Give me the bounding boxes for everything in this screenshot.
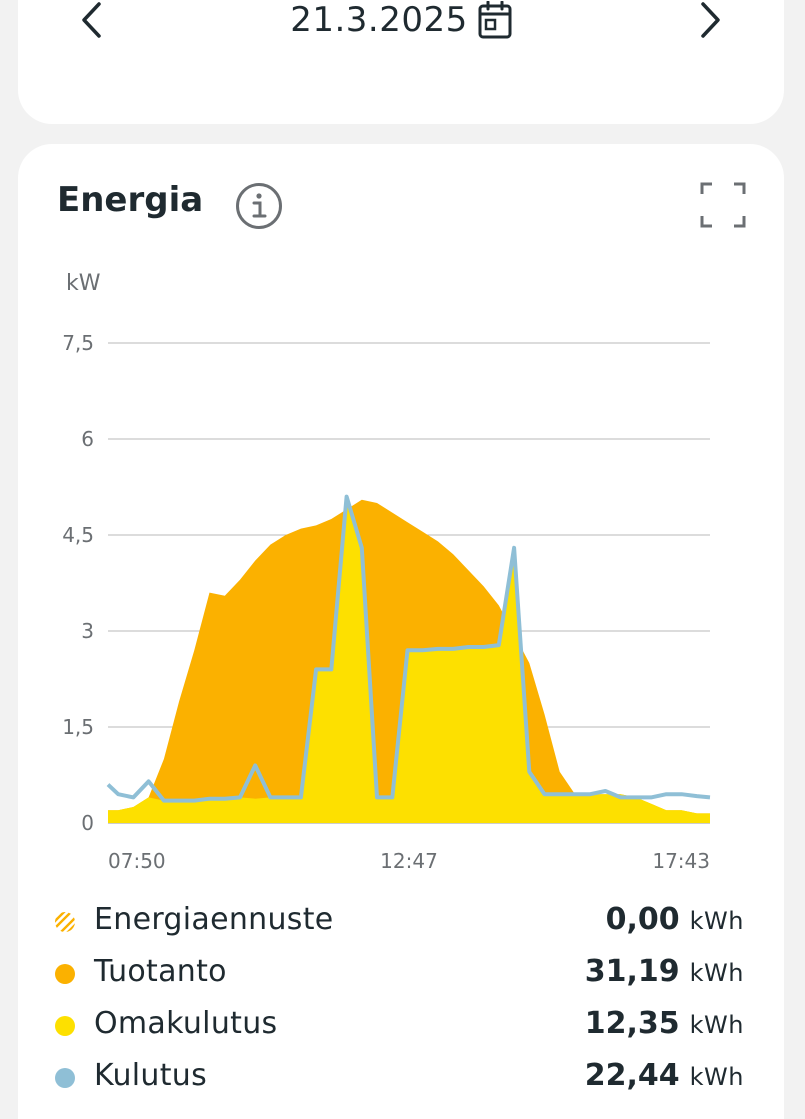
axis-ticks: 7,5 6 4,5 3 1,5 0 07:50 12:47 17:43 bbox=[62, 331, 710, 873]
legend-value-unit: kWh bbox=[689, 1063, 744, 1091]
legend-value-unit: kWh bbox=[689, 1011, 744, 1039]
calendar-icon[interactable] bbox=[478, 1, 512, 39]
legend-value-unit: kWh bbox=[689, 959, 744, 987]
chart-areas bbox=[108, 496, 710, 823]
legend-item: Energiaennuste 0,00 kWh bbox=[18, 902, 784, 942]
y-tick-label: 7,5 bbox=[62, 331, 94, 355]
previous-day-button[interactable] bbox=[70, 0, 114, 42]
card-title: Energia bbox=[57, 180, 204, 220]
kulutus-line bbox=[106, 494, 711, 803]
omakulutus-area bbox=[108, 496, 710, 823]
legend-value-number: 12,35 bbox=[584, 1006, 680, 1041]
color-dot-icon bbox=[54, 1067, 76, 1089]
color-dot-icon bbox=[54, 1015, 76, 1037]
x-tick-label: 12:47 bbox=[380, 849, 438, 873]
y-tick-label: 4,5 bbox=[62, 523, 94, 547]
next-day-button[interactable] bbox=[688, 0, 732, 42]
legend-item: Kulutus 22,44 kWh bbox=[18, 1058, 784, 1098]
x-tick-label: 17:43 bbox=[652, 849, 710, 873]
legend-value: 0,00 kWh bbox=[606, 902, 744, 937]
date-text: 21.3.2025 bbox=[290, 0, 468, 40]
date-display[interactable]: 21.3.2025 bbox=[18, 0, 784, 40]
y-tick-label: 3 bbox=[81, 619, 94, 643]
legend-value-number: 0,00 bbox=[605, 902, 680, 937]
legend-label: Energiaennuste bbox=[94, 902, 334, 937]
legend-value-unit: kWh bbox=[689, 907, 744, 935]
legend-item: Tuotanto 31,19 kWh bbox=[18, 954, 784, 994]
fullscreen-icon[interactable] bbox=[700, 182, 746, 228]
legend-value-number: 31,19 bbox=[584, 954, 680, 989]
legend-value: 22,44 kWh bbox=[585, 1058, 744, 1093]
color-dot-icon bbox=[54, 963, 76, 985]
legend-label: Omakulutus bbox=[94, 1006, 278, 1041]
legend-value: 31,19 kWh bbox=[585, 954, 744, 989]
x-tick-label: 07:50 bbox=[108, 849, 166, 873]
chevron-left-icon bbox=[82, 2, 101, 38]
legend-label: Tuotanto bbox=[94, 954, 227, 989]
y-axis-label: kW bbox=[66, 271, 101, 296]
energy-card: Energia kW 7,5 6 4,5 3 1,5 0 07:50 12:47 17:43 E… bbox=[18, 144, 784, 1119]
hatched-dot-icon bbox=[54, 911, 76, 933]
legend-item: Omakulutus 12,35 kWh bbox=[18, 1006, 784, 1046]
y-tick-label: 6 bbox=[81, 427, 94, 451]
y-tick-label: 1,5 bbox=[62, 715, 94, 739]
legend-value: 12,35 kWh bbox=[585, 1006, 744, 1041]
chevron-right-icon bbox=[701, 2, 720, 38]
date-selector-card: 21.3.2025 bbox=[18, 0, 784, 124]
legend-value-number: 22,44 bbox=[584, 1058, 680, 1093]
info-icon[interactable] bbox=[234, 181, 284, 231]
y-tick-label: 0 bbox=[81, 811, 94, 835]
energy-chart: kW 7,5 6 4,5 3 1,5 0 07:50 12:47 17:43 bbox=[62, 271, 711, 873]
chart-lines bbox=[106, 494, 711, 803]
legend-label: Kulutus bbox=[94, 1058, 208, 1093]
